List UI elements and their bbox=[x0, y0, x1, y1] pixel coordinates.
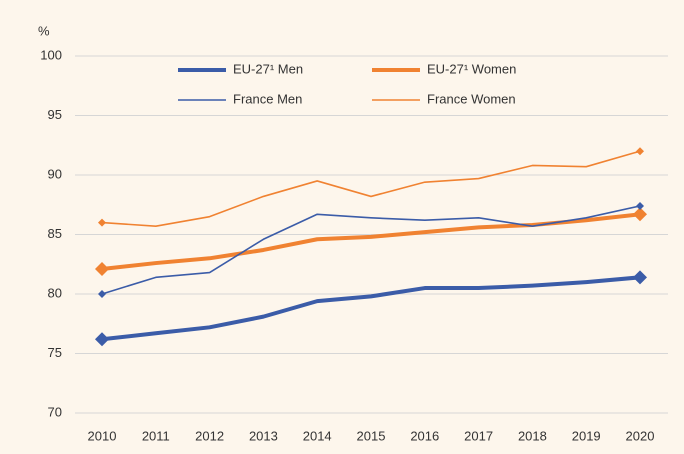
legend-label: France Men bbox=[233, 91, 302, 106]
x-tick-label: 2012 bbox=[195, 428, 224, 443]
y-axis-label: % bbox=[38, 23, 50, 38]
x-tick-label: 2010 bbox=[88, 428, 117, 443]
x-tick-label: 2015 bbox=[357, 428, 386, 443]
end-marker bbox=[95, 262, 109, 277]
x-tick-label: 2020 bbox=[626, 428, 655, 443]
x-tick-label: 2018 bbox=[518, 428, 547, 443]
y-tick-label: 100 bbox=[40, 47, 62, 62]
legend-label: France Women bbox=[427, 91, 516, 106]
end-marker bbox=[633, 207, 647, 222]
y-tick-label: 75 bbox=[48, 345, 62, 360]
end-marker bbox=[98, 218, 106, 227]
y-tick-label: 95 bbox=[48, 107, 62, 122]
y-tick-label: 80 bbox=[48, 285, 62, 300]
end-marker bbox=[98, 290, 106, 298]
series-line bbox=[101, 150, 641, 227]
end-marker bbox=[633, 270, 647, 285]
series-line bbox=[101, 275, 641, 342]
x-tick-label: 2019 bbox=[572, 428, 601, 443]
end-marker bbox=[95, 332, 109, 347]
legend-label: EU-27¹ Women bbox=[427, 61, 516, 76]
end-marker bbox=[636, 201, 644, 210]
x-tick-label: 2011 bbox=[142, 428, 170, 443]
x-tick-label: 2017 bbox=[464, 428, 493, 443]
x-tick-label: 2016 bbox=[410, 428, 439, 443]
x-tick-label: 2014 bbox=[303, 428, 332, 443]
legend-label: EU-27¹ Men bbox=[233, 61, 303, 76]
end-marker bbox=[636, 147, 644, 156]
y-tick-label: 85 bbox=[48, 226, 62, 241]
y-tick-label: 90 bbox=[48, 166, 62, 181]
x-tick-label: 2013 bbox=[249, 428, 278, 443]
y-tick-label: 70 bbox=[48, 404, 62, 419]
series-line bbox=[101, 205, 641, 295]
